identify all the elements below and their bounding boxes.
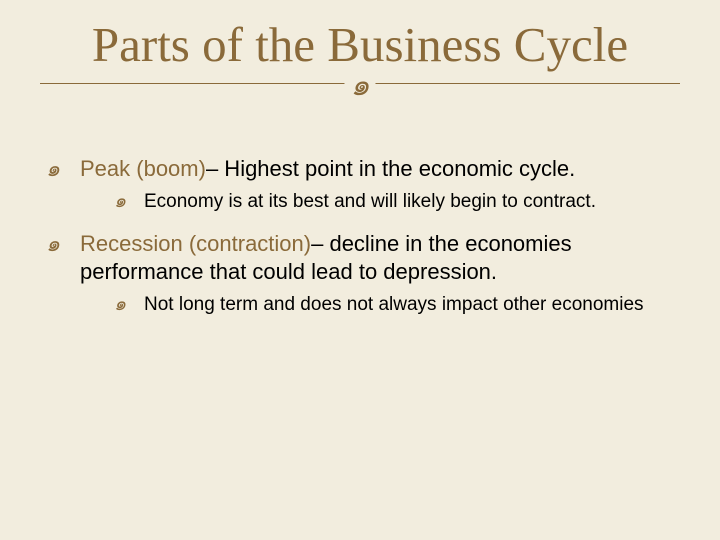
term-text: Recession (contraction) xyxy=(80,231,311,256)
sub-text: Economy is at its best and will likely b… xyxy=(144,191,596,212)
slide-title: Parts of the Business Cycle xyxy=(40,18,680,73)
list-item: ๑ Recession (contraction)– decline in th… xyxy=(46,230,674,317)
sub-list-item: ๑ Economy is at its best and will likely… xyxy=(114,190,674,214)
bullet-icon: ๑ xyxy=(46,155,74,183)
bullet-icon: ๑ xyxy=(114,293,140,317)
title-block: Parts of the Business Cycle ๑ xyxy=(40,18,680,103)
title-divider: ๑ xyxy=(40,69,680,103)
flourish-icon: ๑ xyxy=(344,71,375,101)
bullet-icon: ๑ xyxy=(46,230,74,258)
bullet-icon: ๑ xyxy=(114,190,140,214)
sub-list-item: ๑ Not long term and does not always impa… xyxy=(114,293,674,317)
sub-text: Not long term and does not always impact… xyxy=(144,294,644,315)
slide: Parts of the Business Cycle ๑ ๑ Peak (bo… xyxy=(0,0,720,540)
term-text: Peak (boom) xyxy=(80,156,206,181)
content-area: ๑ Peak (boom)– Highest point in the econ… xyxy=(40,155,680,317)
list-item: ๑ Peak (boom)– Highest point in the econ… xyxy=(46,155,674,214)
desc-text: – Highest point in the economic cycle. xyxy=(206,156,575,181)
